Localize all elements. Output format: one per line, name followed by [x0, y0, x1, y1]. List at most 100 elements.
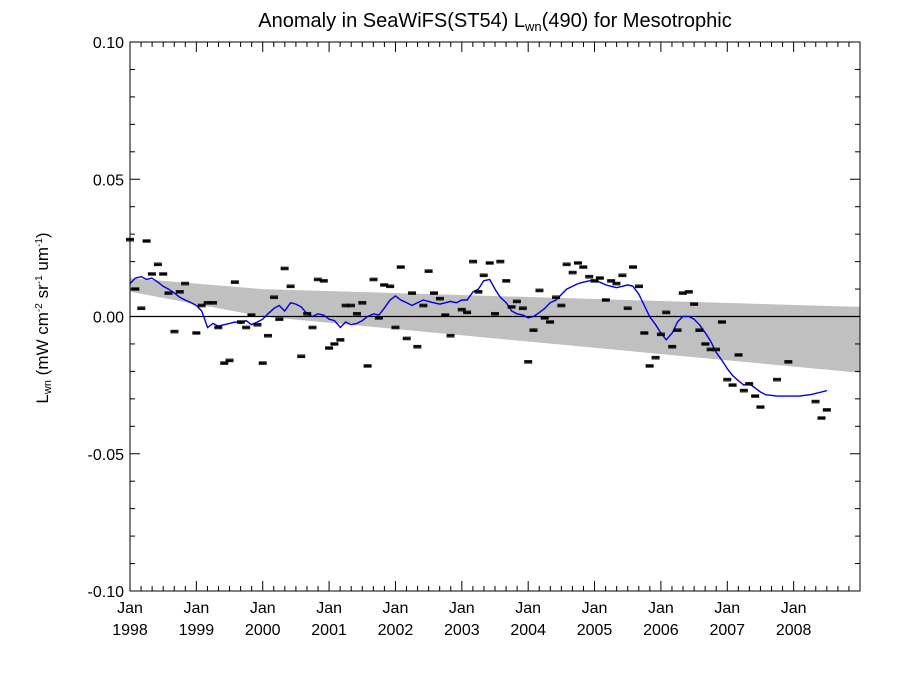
- monthly-anomaly-point: [784, 359, 793, 364]
- x-tick-label-year: 2007: [709, 622, 745, 639]
- monthly-anomaly-point: [673, 328, 682, 333]
- monthly-anomaly-point: [142, 239, 151, 243]
- monthly-anomaly-point: [308, 325, 317, 330]
- monthly-anomaly-point: [303, 311, 312, 316]
- monthly-anomaly-point: [474, 289, 483, 294]
- monthly-anomaly-point: [507, 305, 516, 309]
- monthly-anomaly-point: [319, 279, 328, 283]
- monthly-anomaly-point: [635, 284, 644, 289]
- monthly-anomaly-point: [535, 288, 544, 293]
- monthly-anomaly-point: [396, 265, 405, 269]
- monthly-anomaly-point: [701, 342, 710, 346]
- monthly-anomaly-point: [612, 281, 621, 286]
- monthly-anomaly-point: [595, 276, 604, 280]
- monthly-anomaly-point: [512, 299, 521, 304]
- y-tick-label: 0.05: [93, 172, 124, 189]
- monthly-anomaly-point: [275, 317, 284, 322]
- monthly-anomaly-point: [325, 346, 334, 350]
- monthly-anomaly-point: [751, 394, 760, 398]
- monthly-anomaly-point: [756, 405, 765, 409]
- monthly-anomaly-point: [623, 306, 632, 311]
- tick-label-layer: 0.100.050.00-0.05-0.10Jan1998Jan1999Jan2…: [88, 35, 812, 639]
- monthly-anomaly-point: [668, 344, 677, 349]
- monthly-anomaly-point: [286, 284, 295, 289]
- x-tick-label-month: Jan: [383, 600, 409, 617]
- monthly-anomaly-point: [264, 333, 273, 338]
- confidence-band: [130, 278, 860, 373]
- axes-layer: [129, 41, 861, 592]
- monthly-anomaly-point: [230, 280, 239, 284]
- monthly-anomaly-point: [485, 261, 494, 265]
- monthly-anomaly-point: [424, 269, 433, 274]
- monthly-points-layer: [126, 237, 831, 420]
- monthly-anomaly-point: [546, 320, 555, 324]
- monthly-anomaly-point: [391, 325, 400, 330]
- monthly-anomaly-point: [270, 295, 279, 300]
- monthly-anomaly-point: [429, 291, 438, 295]
- monthly-anomaly-point: [441, 313, 450, 317]
- monthly-anomaly-point: [352, 311, 361, 316]
- monthly-anomaly-point: [717, 320, 726, 324]
- monthly-anomaly-point: [159, 272, 168, 276]
- chart-title-prefix: Anomaly in SeaWiFS(ST54) L: [258, 10, 526, 32]
- monthly-anomaly-point: [463, 310, 472, 315]
- monthly-anomaly-point: [413, 344, 422, 349]
- monthly-anomaly-point: [645, 364, 654, 368]
- monthly-anomaly-point: [170, 329, 179, 334]
- monthly-anomaly-point: [640, 331, 649, 335]
- monthly-anomaly-point: [629, 265, 638, 269]
- monthly-anomaly-point: [408, 291, 417, 295]
- monthly-anomaly-point: [695, 328, 704, 333]
- monthly-anomaly-point: [579, 265, 588, 269]
- x-tick-label-month: Jan: [582, 600, 608, 617]
- monthly-anomaly-point: [181, 281, 190, 286]
- monthly-anomaly-point: [540, 316, 549, 320]
- x-tick-label-year: 2008: [776, 622, 812, 639]
- monthly-anomaly-point: [562, 262, 571, 267]
- monthly-anomaly-point: [208, 300, 217, 305]
- monthly-anomaly-point: [651, 355, 660, 360]
- monthly-anomaly-point: [684, 289, 693, 294]
- monthly-anomaly-point: [739, 388, 748, 393]
- monthly-anomaly-point: [811, 399, 820, 404]
- monthly-anomaly-point: [822, 408, 831, 412]
- monthly-anomaly-point: [817, 416, 826, 420]
- monthly-anomaly-point: [529, 328, 538, 333]
- monthly-anomaly-point: [153, 262, 162, 267]
- x-tick-label-month: Jan: [117, 600, 143, 617]
- monthly-anomaly-point: [469, 259, 478, 264]
- monthly-anomaly-point: [214, 325, 223, 330]
- monthly-anomaly-point: [253, 322, 262, 327]
- x-tick-label-month: Jan: [316, 600, 342, 617]
- monthly-anomaly-point: [601, 298, 610, 302]
- x-tick-label-year: 2006: [643, 622, 679, 639]
- monthly-anomaly-point: [557, 303, 566, 308]
- monthly-anomaly-point: [435, 296, 444, 301]
- monthly-anomaly-point: [247, 313, 256, 317]
- x-tick-label-year: 1998: [112, 622, 148, 639]
- monthly-anomaly-point: [711, 347, 720, 352]
- monthly-anomaly-point: [518, 306, 527, 311]
- y-tick-label: -0.05: [88, 447, 125, 464]
- monthly-anomaly-point: [242, 325, 251, 330]
- x-tick-label-year: 2001: [311, 622, 347, 639]
- y-tick-label: 0.00: [93, 310, 124, 327]
- x-tick-label-month: Jan: [449, 600, 475, 617]
- y-tick-label: 0.10: [93, 35, 124, 52]
- x-tick-label-month: Jan: [250, 600, 276, 617]
- monthly-anomaly-point: [386, 284, 395, 289]
- x-tick-label-month: Jan: [714, 600, 740, 617]
- monthly-anomaly-point: [346, 303, 355, 308]
- monthly-anomaly-point: [745, 381, 754, 386]
- y-tick-label: -0.10: [88, 584, 125, 601]
- monthly-anomaly-point: [496, 259, 505, 264]
- monthly-anomaly-point: [175, 289, 184, 294]
- x-tick-label-month: Jan: [648, 600, 674, 617]
- monthly-anomaly-point: [137, 306, 146, 311]
- monthly-anomaly-point: [502, 279, 511, 283]
- monthly-anomaly-point: [358, 300, 367, 305]
- x-tick-label-month: Jan: [781, 600, 807, 617]
- monthly-anomaly-point: [446, 333, 455, 338]
- confidence-band-layer: [130, 278, 860, 373]
